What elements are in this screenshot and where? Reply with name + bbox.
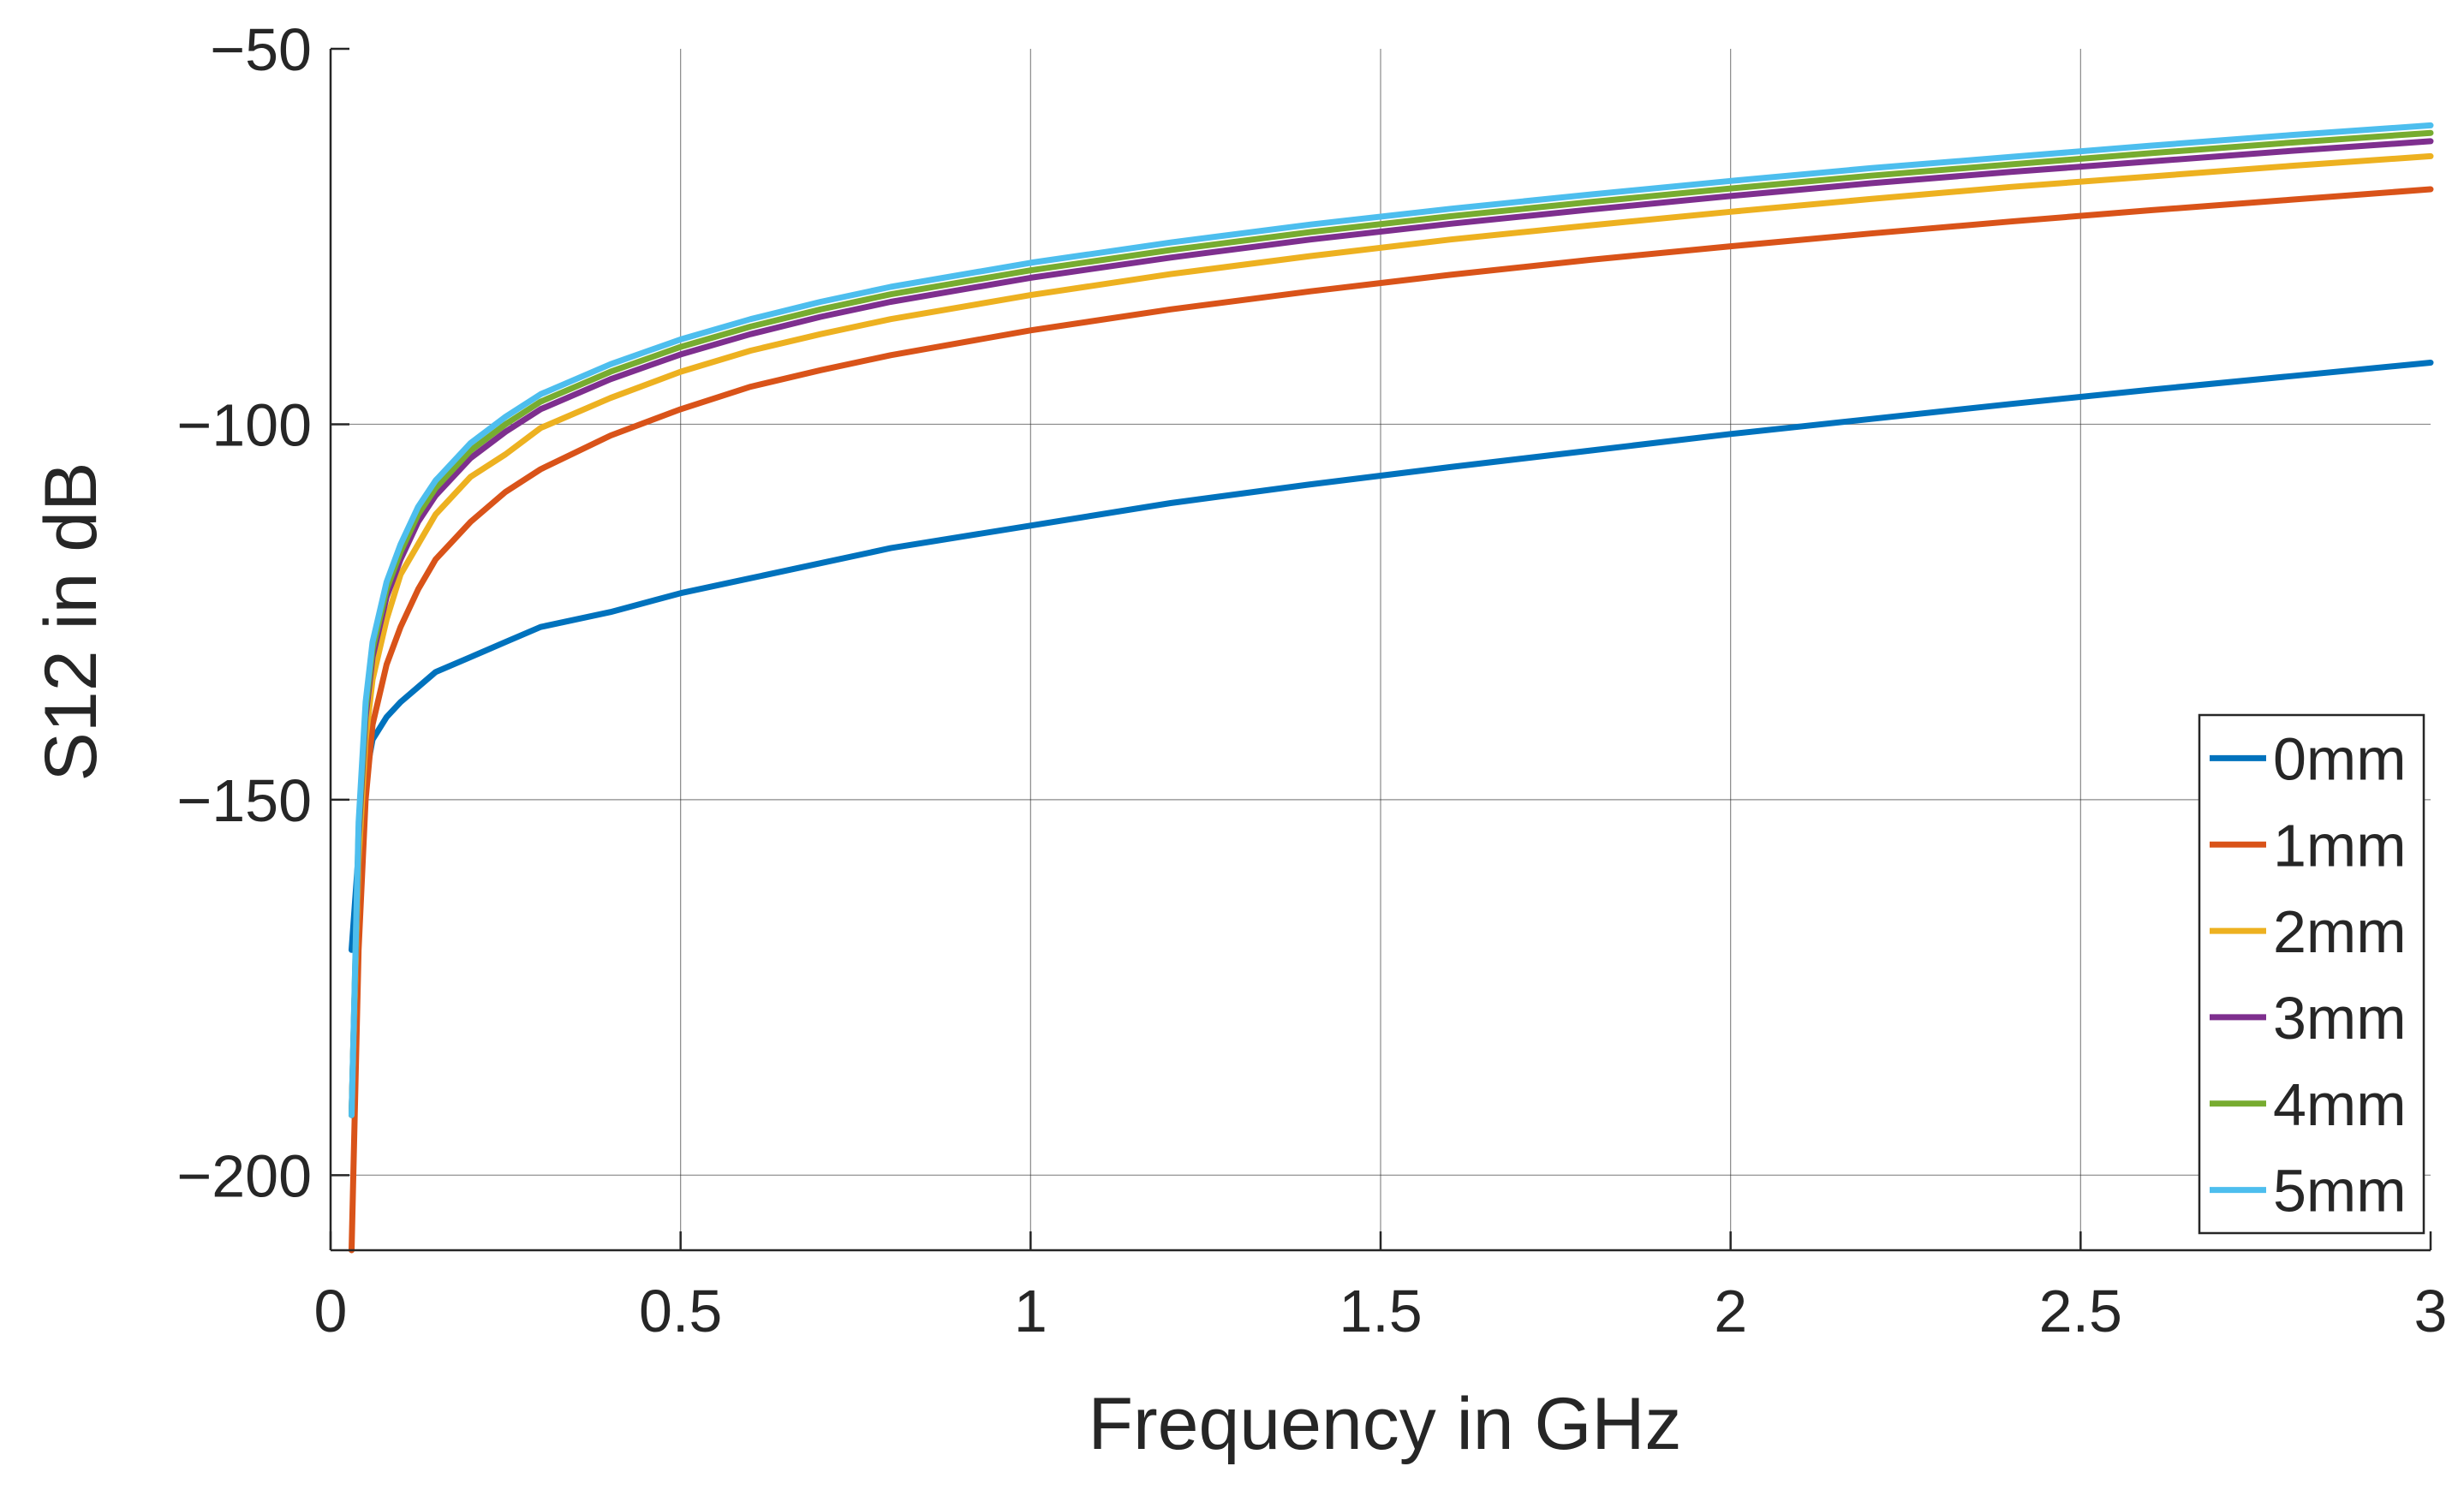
legend: 0mm 1mm 2mm 3mm 4mm 5mm (2198, 713, 2425, 1235)
axes (329, 47, 2432, 1252)
x-axis-title: Frequency in GHz (1088, 1383, 1681, 1465)
legend-label-2mm: 2mm (2273, 898, 2407, 965)
series-line-0mm (349, 360, 2434, 953)
x-tick-label: 1.5 (1339, 1278, 1422, 1344)
data-series (349, 122, 2434, 1254)
y-tick-label: −100 (176, 391, 312, 458)
x-tick-label: 0 (314, 1278, 348, 1344)
y-axis-title: S12 in dB (30, 462, 112, 782)
legend-box (2198, 713, 2425, 1235)
series-line-1mm (349, 186, 2434, 1254)
y-tick-label: −150 (176, 767, 312, 834)
legend-label-5mm: 5mm (2273, 1158, 2407, 1225)
y-tick-label: −50 (210, 16, 312, 83)
legend-label-4mm: 4mm (2273, 1071, 2407, 1138)
x-tick-label: 3 (2414, 1278, 2448, 1344)
series-line-5mm (349, 122, 2434, 1118)
x-tick-label: 1 (1014, 1278, 1047, 1344)
legend-label-3mm: 3mm (2273, 985, 2407, 1052)
x-tick-label: 2.5 (2039, 1278, 2122, 1344)
tick-labels: 0 0.5 1 1.5 2 2.5 3 −200 −150 −100 −50 (176, 16, 2447, 1344)
legend-label-1mm: 1mm (2273, 812, 2407, 879)
legend-label-0mm: 0mm (2273, 725, 2407, 792)
y-tick-label: −200 (176, 1142, 312, 1209)
x-tick-label: 0.5 (639, 1278, 722, 1344)
series-line-2mm (349, 152, 2434, 1118)
x-tick-label: 2 (1714, 1278, 1747, 1344)
